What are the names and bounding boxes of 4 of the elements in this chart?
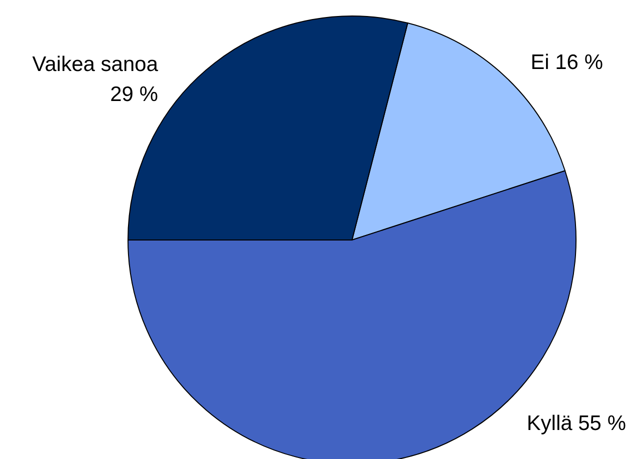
slice-label: Ei 16 %: [530, 51, 603, 74]
slice-label: Vaikea sanoa: [32, 53, 158, 76]
data-label: 29 %: [110, 83, 158, 106]
slice-label: Kyllä 55 %: [526, 412, 626, 435]
